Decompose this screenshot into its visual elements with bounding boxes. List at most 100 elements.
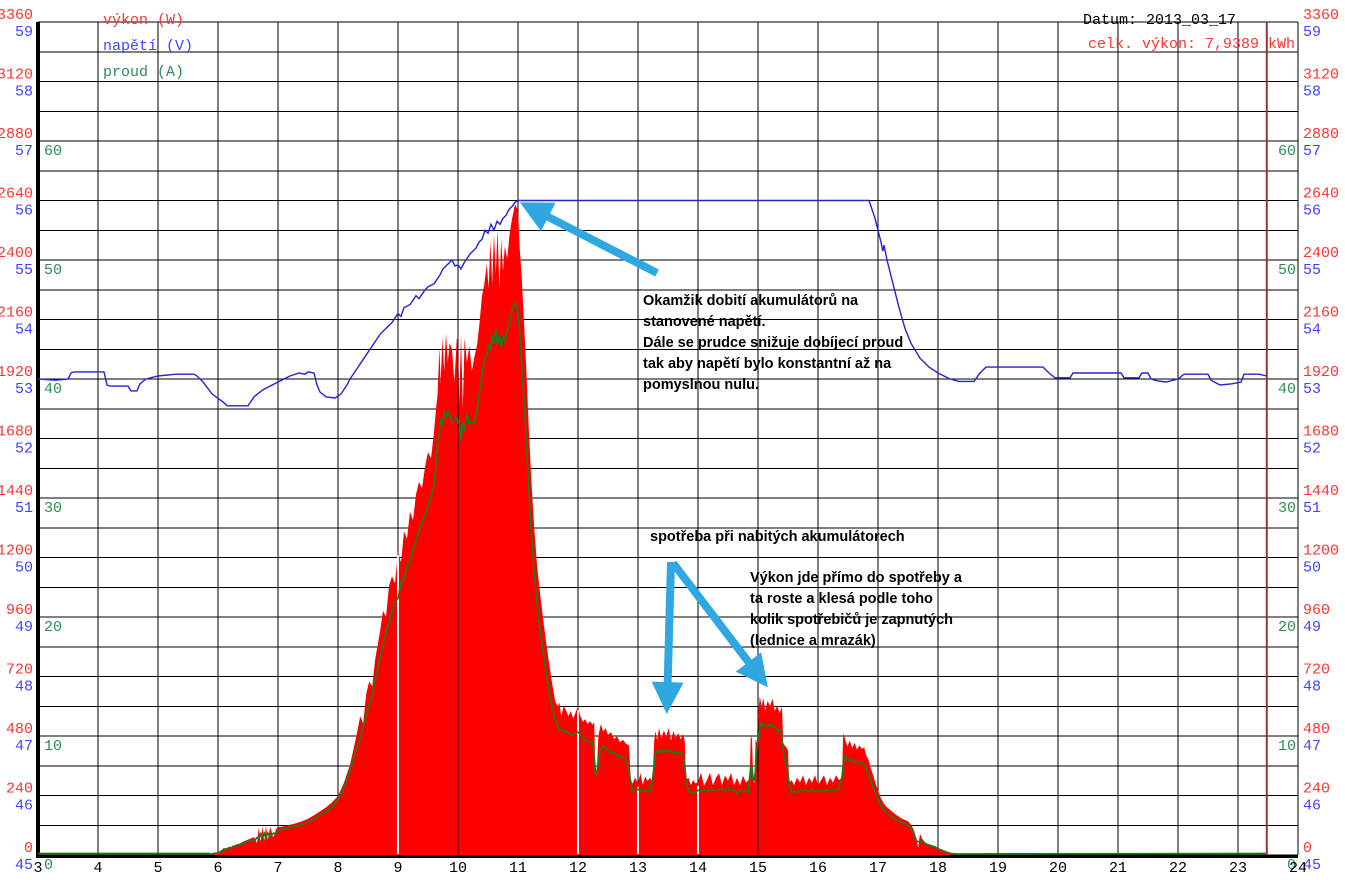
axis-tick-label: 480: [1303, 721, 1330, 738]
y-axis-line: [36, 22, 40, 858]
total-energy-label: celk. výkon: 7,9389 kWh: [1088, 36, 1296, 53]
axis-tick-label: 9: [393, 860, 402, 877]
annotation-arrow: [669, 560, 768, 688]
axis-tick-label: 53: [1303, 381, 1321, 398]
axis-tick-label: 59: [15, 24, 33, 41]
axis-tick-label: 59: [1303, 24, 1321, 41]
axis-tick-label: 10: [1278, 738, 1296, 755]
axis-tick-label: 17: [869, 860, 887, 877]
axis-tick-label: 48: [15, 679, 33, 696]
axis-tick-label: 19: [989, 860, 1007, 877]
axis-tick-label: 45: [1303, 857, 1321, 874]
axis-tick-label: 50: [15, 560, 33, 577]
axis-tick-label: 23: [1229, 860, 1247, 877]
grid-lines: [37, 21, 1299, 856]
annotation-consumption-note: spotřeba při nabitých akumulátorech: [650, 529, 905, 545]
axis-tick-label: 720: [1303, 662, 1330, 679]
axis-tick-label: 58: [1303, 84, 1321, 101]
annotation-appliance-note: Výkon jde přímo do spotřeby a ta roste a…: [750, 570, 962, 649]
annotation-arrow: [519, 202, 659, 277]
axis-tick-label: 0: [1287, 857, 1296, 874]
axis-tick-label: 10: [44, 738, 62, 755]
axis-tick-label: 1920: [1303, 364, 1339, 381]
axis-tick-label: 0: [1303, 840, 1312, 857]
axis-tick-label: 20: [1278, 619, 1296, 636]
annotation-charge-note: Okamžik dobití akumulátorů na stanovené …: [643, 293, 904, 393]
axis-tick-label: 7: [273, 860, 282, 877]
axis-tick-label: 51: [1303, 500, 1321, 517]
axis-tick-label: 54: [1303, 322, 1321, 339]
axis-tick-label: 57: [15, 143, 33, 160]
axis-tick-label: 60: [1278, 143, 1296, 160]
axis-tick-label: 60: [44, 143, 62, 160]
axis-tick-label: 46: [1303, 798, 1321, 815]
axis-tick-label: 1200: [0, 543, 33, 560]
axis-tick-label: 3120: [1303, 67, 1339, 84]
axis-tick-label: 49: [1303, 619, 1321, 636]
axis-tick-label: 20: [44, 619, 62, 636]
axis-tick-label: 56: [15, 203, 33, 220]
axis-tick-label: 2400: [1303, 245, 1339, 262]
axis-tick-label: 1440: [0, 483, 33, 500]
axis-tick-label: 50: [1303, 560, 1321, 577]
axis-tick-label: 3: [33, 860, 42, 877]
axis-tick-label: 0: [44, 857, 53, 874]
axis-tick-label: 57: [1303, 143, 1321, 160]
legend-current: proud (A): [103, 64, 185, 81]
axis-tick-label: 1680: [1303, 424, 1339, 441]
axis-tick-label: 2640: [0, 186, 33, 203]
axis-tick-label: 3120: [0, 67, 33, 84]
axis-tick-label: 51: [15, 500, 33, 517]
axis-tick-label: 47: [15, 738, 33, 755]
axis-tick-label: 720: [6, 662, 33, 679]
axis-tick-label: 15: [749, 860, 767, 877]
axis-tick-label: 40: [1278, 381, 1296, 398]
axis-tick-label: 56: [1303, 203, 1321, 220]
axis-tick-label: 4: [93, 860, 102, 877]
axis-tick-label: 2880: [1303, 126, 1339, 143]
axis-tick-label: 2160: [1303, 305, 1339, 322]
axis-tick-label: 3360: [0, 7, 33, 24]
axis-tick-label: 2160: [0, 305, 33, 322]
axis-tick-label: 2880: [0, 126, 33, 143]
axis-tick-label: 47: [1303, 738, 1321, 755]
axis-tick-label: 6: [213, 860, 222, 877]
axis-tick-label: 20: [1049, 860, 1067, 877]
current-line: [38, 300, 1267, 855]
axis-tick-label: 53: [15, 381, 33, 398]
axis-tick-label: 49: [15, 619, 33, 636]
axis-tick-label: 22: [1169, 860, 1187, 877]
axis-tick-label: 30: [1278, 500, 1296, 517]
axis-tick-label: 2640: [1303, 186, 1339, 203]
axis-tick-label: 30: [44, 500, 62, 517]
axis-tick-label: 12: [569, 860, 587, 877]
axis-tick-label: 21: [1109, 860, 1127, 877]
axis-tick-label: 960: [1303, 602, 1330, 619]
legend-voltage: napětí (V): [103, 38, 194, 55]
voltage-line: [37, 199, 1267, 407]
axis-tick-label: 13: [629, 860, 647, 877]
axis-tick-label: 58: [15, 84, 33, 101]
axis-tick-label: 18: [929, 860, 947, 877]
axis-tick-label: 240: [6, 781, 33, 798]
axis-tick-label: 960: [6, 602, 33, 619]
legend-power: výkon (W): [103, 12, 185, 29]
axis-tick-label: 48: [1303, 679, 1321, 696]
axis-tick-label: 46: [15, 798, 33, 815]
axis-tick-label: 55: [15, 262, 33, 279]
axis-tick-label: 1200: [1303, 543, 1339, 560]
axis-tick-label: 16: [809, 860, 827, 877]
axis-tick-label: 52: [15, 441, 33, 458]
axis-tick-label: 3360: [1303, 7, 1339, 24]
axis-tick-label: 480: [6, 721, 33, 738]
axis-tick-label: 50: [1278, 262, 1296, 279]
axis-tick-label: 1440: [1303, 483, 1339, 500]
axis-tick-label: 11: [509, 860, 527, 877]
x-axis-line: [36, 855, 1298, 858]
axis-tick-label: 1680: [0, 424, 33, 441]
annotation-arrow: [651, 561, 684, 714]
axis-tick-label: 55: [1303, 262, 1321, 279]
axis-tick-label: 52: [1303, 441, 1321, 458]
